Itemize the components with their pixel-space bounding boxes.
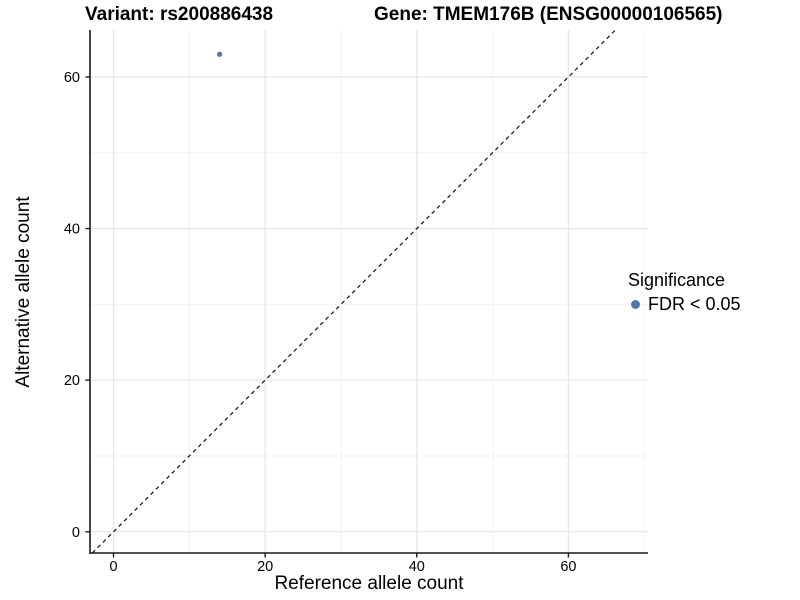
x-tick-label: 20: [257, 559, 273, 575]
x-tick-label: 0: [109, 559, 117, 575]
point-swatch-icon: [631, 300, 640, 309]
variant-title: Variant: rs200886438: [85, 4, 274, 25]
identity-dashed-line: [91, 29, 616, 554]
y-tick-label: 40: [64, 222, 80, 238]
y-tick-label: 60: [64, 70, 80, 86]
legend: Significance FDR < 0.05: [628, 270, 741, 315]
gene-title: Gene: TMEM176B (ENSG00000106565): [374, 4, 723, 25]
y-tick-label: 0: [72, 525, 80, 541]
legend-key: [628, 300, 648, 309]
x-axis-title: Reference allele count: [274, 573, 464, 594]
data-point: [217, 51, 223, 57]
legend-item-label: FDR < 0.05: [648, 294, 741, 314]
x-tick-label: 60: [560, 559, 576, 575]
y-tick-label: 20: [64, 373, 80, 389]
legend-item: FDR < 0.05: [628, 294, 741, 315]
legend-title: Significance: [628, 270, 726, 290]
x-tick-label: 40: [409, 559, 425, 575]
y-axis-title: Alternative allele count: [13, 196, 34, 388]
